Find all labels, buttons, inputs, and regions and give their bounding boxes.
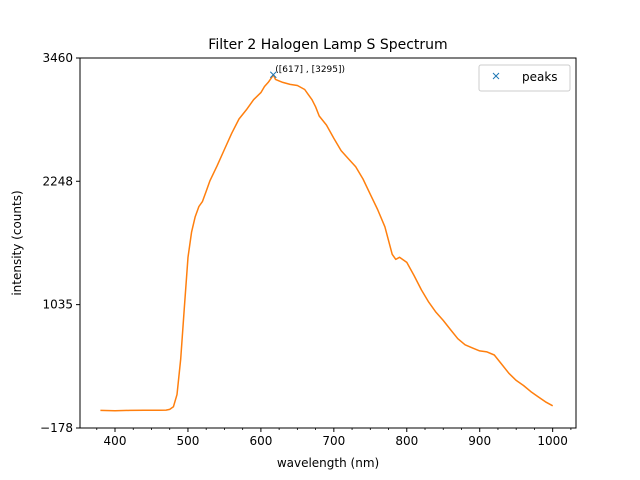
legend-peaks-marker — [492, 72, 500, 80]
x-tick-label-1000: 1000 — [537, 434, 568, 448]
x-tick-label-700: 700 — [322, 434, 345, 448]
y-tick-label-3: 3460 — [42, 51, 73, 65]
y-axis-label: intensity (counts) — [10, 190, 24, 295]
legend-peaks-label: peaks — [522, 70, 558, 84]
x-tick-label-900: 900 — [468, 434, 491, 448]
plot-frame — [79, 57, 577, 429]
chart-title: Filter 2 Halogen Lamp S Spectrum — [208, 37, 447, 53]
legend-box — [478, 64, 571, 92]
legend-x-marker-stroke-b — [492, 72, 500, 80]
x-tick-label-500: 500 — [176, 434, 199, 448]
x-axis: 400 500 600 700 800 900 1000 — [96, 428, 572, 448]
plot-area: ([617] , [3295]) — [79, 57, 577, 429]
y-tick-label-1: 1035 — [42, 298, 73, 312]
peak-marker — [269, 71, 277, 79]
series-layer — [100, 74, 554, 412]
y-axis: −178 1035 2248 3460 — [40, 51, 80, 435]
x-tick-label-800: 800 — [395, 434, 418, 448]
y-tick-label-2: 2248 — [42, 174, 73, 188]
peak-layer: ([617] , [3295]) — [269, 65, 345, 79]
y-tick-label-0: −178 — [40, 421, 73, 435]
series-line-0 — [100, 74, 554, 412]
x-tick-label-600: 600 — [249, 434, 272, 448]
legend-x-marker — [492, 72, 500, 80]
legend: peaks — [478, 64, 571, 92]
peak-annotation: ([617] , [3295]) — [275, 65, 345, 75]
x-axis-label: wavelength (nm) — [277, 456, 379, 470]
peak-marker-stroke-b — [269, 71, 277, 79]
x-tick-label-400: 400 — [104, 434, 127, 448]
